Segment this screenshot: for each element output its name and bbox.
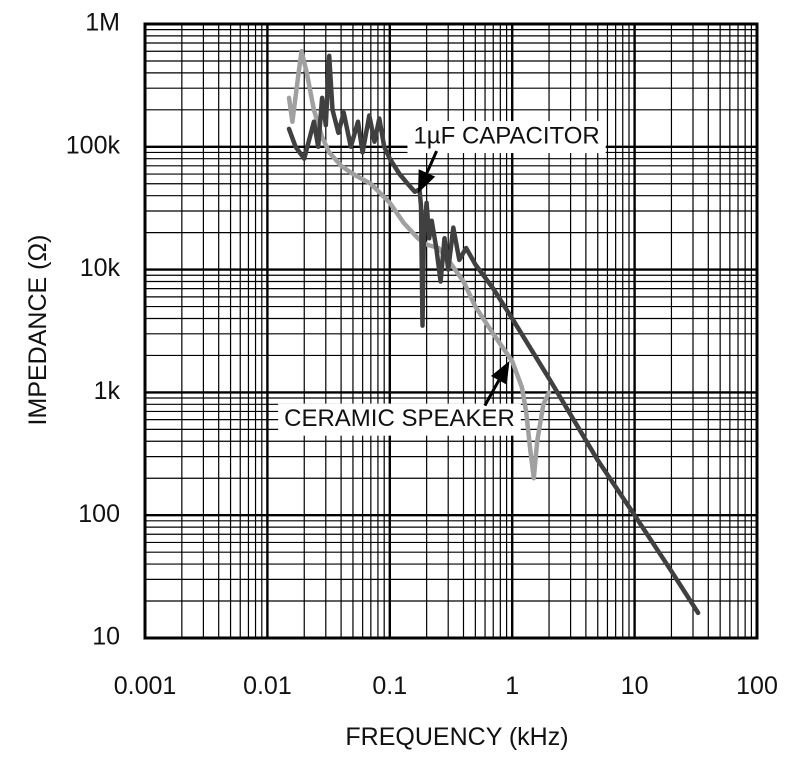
- annotation-background: [407, 121, 606, 154]
- annotation-label: CERAMIC SPEAKER: [284, 405, 515, 432]
- annotation-background: [278, 403, 521, 436]
- y-tick-label: 10: [92, 623, 120, 651]
- x-tick-label: 10: [621, 672, 649, 700]
- chart-grid: [143, 24, 757, 640]
- x-tick-label: 0.001: [114, 672, 177, 700]
- chart-series: [286, 48, 701, 616]
- annotation-arrow-shaft: [425, 150, 438, 174]
- y-tick-label: 1k: [94, 377, 121, 405]
- y-tick-label: 1M: [85, 9, 120, 37]
- tick-labels: 0.001 0.01 0.1 1 10 100 10 100 1k 10k 100k 1M: [66, 9, 778, 700]
- annotation-arrow-head: [418, 169, 436, 194]
- plot-border: [143, 22, 759, 640]
- x-axis-title: FREQUENCY (kHz): [345, 723, 568, 751]
- annotation-arrow-shaft: [483, 379, 501, 407]
- y-axis-title: IMPEDANCE (Ω): [24, 235, 52, 426]
- y-tick-label: 100k: [66, 131, 121, 159]
- annotation-arrow-head: [490, 361, 510, 385]
- plot-frame: [143, 22, 759, 640]
- x-tick-label: 100: [736, 672, 778, 700]
- y-tick-label: 100: [78, 500, 120, 528]
- annotation-label: 1µF CAPACITOR: [413, 122, 599, 149]
- y-tick-label: 10k: [80, 254, 121, 282]
- x-tick-label: 1: [505, 672, 519, 700]
- series-line-1-f-capacitor: [286, 53, 701, 616]
- x-tick-label: 0.1: [372, 672, 407, 700]
- chart-annotations: 1µF CAPACITOR CERAMIC SPEAKER: [278, 121, 606, 436]
- x-tick-label: 0.01: [243, 672, 292, 700]
